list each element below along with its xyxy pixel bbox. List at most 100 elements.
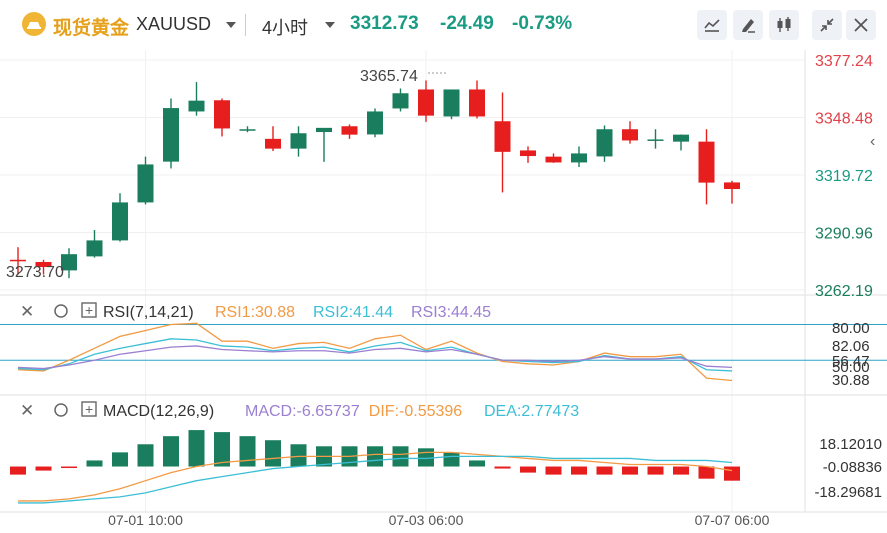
indicator-value: DEA:2.77473 [484,403,579,420]
candle-body [418,89,434,116]
interval-selector[interactable]: 4小时 [262,18,309,38]
macd-histogram-bar [673,466,689,475]
macd-histogram-bar [647,466,664,475]
chart-header: 现货黄金 XAUUSD 4小时 3312.73 -24.49 -0.73% [0,0,887,50]
rsi3-line [17,345,733,370]
macd-histogram-bar [163,436,179,467]
collapse-button[interactable] [812,10,842,40]
collapse-icon [820,18,834,32]
rsi-tick-label: 82.06 [832,338,870,355]
candle-body [35,261,52,267]
macd-histogram-bar [86,460,103,467]
price-change: -24.49 [440,13,494,34]
macd-histogram-bar [239,436,256,467]
close-button[interactable] [846,10,876,40]
rsi-tick-label: 80.00 [832,320,870,337]
candle-body [469,89,485,117]
macd-histogram-bar [443,452,460,467]
macd-dea-line [18,455,733,504]
remove-indicator-icon: ✕ [20,302,34,321]
candle-body [290,133,307,149]
macd-tick-label: 18.12010 [819,436,882,453]
candle-body [316,127,332,133]
candle-icon [777,17,791,32]
candle-body [622,129,638,141]
macd-histogram-bar [137,444,154,467]
rsi-tick-label: 56.47 [832,353,870,370]
macd-histogram-bar [545,466,562,475]
macd-histogram-bar [724,466,740,481]
instrument-title: 现货黄金 [53,18,130,39]
candle-body [520,150,536,157]
macd-tick-label: -0.08836 [823,459,882,476]
candle-body [112,202,128,241]
chart-type-button[interactable] [769,10,799,40]
rsi-tick-label: 30.88 [832,372,870,389]
candle-body [341,126,358,135]
settings-icon [54,304,68,318]
remove-indicator-icon: ✕ [20,401,34,420]
indicator-value: DIF:-0.55396 [369,403,462,420]
chart-area[interactable]: 3365.74 3273.70 3377.24 3348.48 3319.72 3290… [0,50,887,533]
add-indicator-icon [81,302,97,318]
candle-body [137,164,154,203]
plus-glyph: + [85,401,93,417]
macd-histogram-bar [520,466,536,473]
close-icon [854,18,868,32]
candle-body [188,100,205,112]
chevron-down-icon[interactable] [226,22,236,28]
candle-body [545,156,562,163]
rsi2-line [17,338,733,372]
candle-body [673,134,689,142]
rsi1-line [17,322,733,382]
macd-histogram-bar [392,446,409,467]
indicator-value: RSI1:30.88 [215,304,295,321]
candle-body [392,93,409,109]
macd-histogram-bar [469,460,485,467]
indicator-button[interactable] [697,10,727,40]
candle-body [367,111,383,135]
indicator-value: RSI3:44.45 [411,304,491,321]
price-tick-label: 3348.48 [815,110,873,127]
macd-histogram-bar [698,466,715,479]
candle-body [571,153,587,163]
macd-histogram-bar [571,466,587,475]
last-price: 3312.73 [350,13,419,34]
price-tick-label: 3262.19 [815,283,873,300]
draw-tool-button[interactable] [733,10,763,40]
scroll-arrow-icon: ‹ [870,133,875,150]
candle-body [698,141,715,183]
macd-histogram-bar [188,430,205,467]
indicator-icon [704,19,720,32]
time-tick-label: 07-01 10:00 [108,512,183,528]
indicator-value: RSI2:41.44 [313,304,393,321]
candle-body [10,259,26,262]
macd-histogram-bar [494,466,511,469]
plus-glyph: + [85,302,93,318]
price-tick-label: 3377.24 [815,53,873,70]
candle-body [647,139,664,141]
candle-body [214,100,230,129]
macd-histogram-bar [290,444,307,467]
macd-histogram-bar [367,446,383,467]
add-indicator-icon [81,401,97,417]
price-change-pct: -0.73% [512,13,573,34]
price-tick-label: 3319.72 [815,168,873,185]
candle-body [494,121,511,152]
settings-icon [54,403,68,417]
indicator-name: RSI(7,14,21) [103,304,194,321]
macd-histogram-bar [10,466,26,475]
time-tick-label: 07-07 06:00 [695,512,770,528]
macd-histogram-bar [265,440,281,467]
candle-body [596,129,613,157]
candle-body [239,129,256,131]
macd-histogram-bar [622,466,638,475]
high-price-label: 3365.74 [360,68,418,85]
macd-dif-line [18,451,733,502]
time-tick-label: 07-03 06:00 [389,512,464,528]
macd-histogram-bar [596,466,613,475]
gold-bar-icon [22,12,46,36]
chevron-down-icon[interactable] [325,22,335,28]
symbol-selector[interactable]: XAUUSD [136,14,212,34]
low-price-label: 3273.70 [6,264,64,281]
